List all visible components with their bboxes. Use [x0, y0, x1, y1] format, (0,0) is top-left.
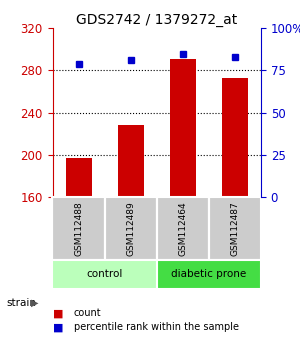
- Text: control: control: [86, 269, 123, 279]
- Bar: [52, 261, 157, 289]
- Text: GSM112489: GSM112489: [126, 201, 135, 256]
- Bar: [209, 197, 261, 261]
- Bar: [65, 158, 92, 197]
- Text: GSM112487: GSM112487: [230, 201, 239, 256]
- Text: strain: strain: [6, 298, 36, 308]
- Bar: [157, 261, 261, 289]
- Bar: [222, 78, 248, 197]
- Text: ▶: ▶: [31, 298, 38, 308]
- Title: GDS2742 / 1379272_at: GDS2742 / 1379272_at: [76, 13, 237, 27]
- Bar: [105, 197, 157, 261]
- Bar: [157, 197, 209, 261]
- Text: ■: ■: [52, 322, 63, 332]
- Bar: [170, 59, 196, 197]
- Text: ■: ■: [52, 308, 63, 318]
- Bar: [52, 197, 105, 261]
- Text: GSM112464: GSM112464: [178, 201, 187, 256]
- Text: count: count: [74, 308, 101, 318]
- Bar: [118, 125, 144, 197]
- Text: GSM112488: GSM112488: [74, 201, 83, 256]
- Text: percentile rank within the sample: percentile rank within the sample: [74, 322, 238, 332]
- Text: diabetic prone: diabetic prone: [171, 269, 247, 279]
